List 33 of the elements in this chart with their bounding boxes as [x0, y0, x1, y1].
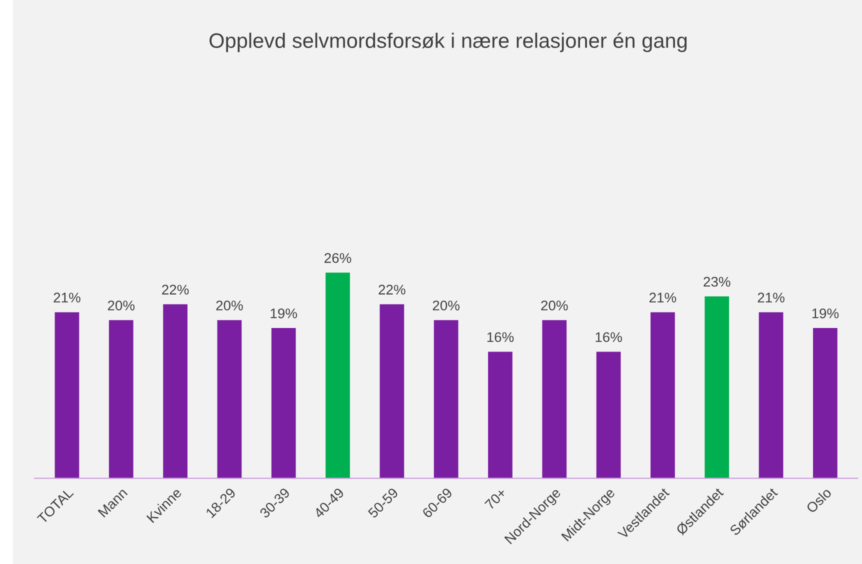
bar — [704, 296, 730, 478]
data-label: 20% — [541, 300, 568, 310]
bar — [326, 272, 350, 478]
x-tick-label: Oslo — [805, 487, 832, 514]
data-label: 22% — [162, 284, 189, 295]
bar — [650, 312, 675, 478]
bar — [758, 312, 784, 478]
data-label: 21% — [54, 292, 80, 302]
data-label: 22% — [378, 284, 406, 295]
data-label: 20% — [216, 300, 243, 310]
data-label: 21% — [758, 292, 784, 302]
x-tick-label: 70+ — [484, 487, 507, 510]
bar — [596, 352, 621, 478]
data-label: 16% — [596, 332, 622, 342]
bar — [488, 352, 512, 478]
bar — [54, 312, 80, 478]
bar — [108, 320, 134, 478]
data-label: 16% — [487, 332, 514, 342]
data-label: 19% — [270, 308, 298, 318]
data-label: 23% — [704, 276, 730, 287]
bar — [434, 320, 458, 478]
bar — [217, 320, 242, 478]
data-label: 26% — [324, 253, 352, 263]
data-label: 20% — [432, 300, 460, 310]
bar — [813, 328, 838, 478]
data-label: 19% — [812, 308, 839, 318]
bar — [163, 304, 188, 478]
bar — [380, 304, 404, 478]
chart-title: Opplevd selvmordsforsøk i nære relasjoner én gang — [210, 32, 687, 52]
data-label: 20% — [108, 300, 135, 310]
bar — [271, 328, 296, 478]
bar — [542, 320, 567, 478]
data-label: 21% — [650, 292, 676, 302]
